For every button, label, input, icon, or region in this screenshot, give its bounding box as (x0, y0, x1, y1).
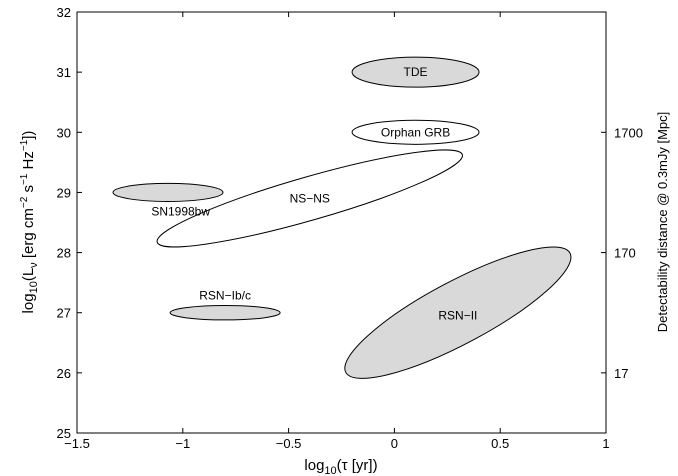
x-tick-label: 0 (391, 436, 398, 451)
region-label-ns-ns: NS−NS (290, 191, 330, 205)
region-ellipse-rsn-ib-c (169, 304, 281, 321)
x-axis-title: log10(τ [yr]) (304, 457, 377, 476)
y2-tick-label: 170 (614, 246, 636, 261)
y-tick-label: 25 (57, 426, 71, 441)
y-axis-title-exp3: −1 (19, 139, 30, 151)
region-label-sn1998bw: SN1998bw (151, 205, 210, 219)
region-rsn-ii: RSN−II (344, 246, 572, 379)
x-axis-title-rest: (τ [yr]) (337, 457, 378, 474)
region-sn1998bw: SN1998bw (112, 182, 224, 219)
regions-layer: TDE Orphan GRB NS−NS SN1998bw RSN−Ib/c RSN−II (112, 56, 572, 379)
x-tick-label: 1 (602, 436, 609, 451)
x-axis-title-log: log (304, 457, 324, 474)
y-axis-title-s: s (20, 185, 37, 197)
y-axis-title-sub: 10 (28, 281, 40, 293)
y-axis-title-log: log (20, 293, 37, 313)
region-ellipse-TDE (351, 56, 480, 88)
x-tick-label: −1 (175, 436, 190, 451)
y-axis-title-nu: ν (28, 262, 40, 268)
region-ellipse-ns-ns (156, 149, 463, 248)
y-tick-label: 28 (57, 246, 71, 261)
region-orphan-grb: Orphan GRB (351, 119, 480, 145)
region-ellipse-orphan-grb (351, 119, 480, 145)
x-tick-label: −0.5 (276, 436, 302, 451)
y2-tick-label: 1700 (614, 125, 643, 140)
y2-axis-title: Detectability distance @ 0.3mJy [Mpc] (655, 112, 670, 333)
x-tick-label: −1.5 (64, 436, 90, 451)
region-label-orphan-grb: Orphan GRB (381, 125, 450, 139)
y-tick-label: 26 (57, 366, 71, 381)
y-tick-label: 29 (57, 185, 71, 200)
y2-tick-label: 17 (614, 366, 628, 381)
y-axis-title-close: ]) (20, 131, 37, 140)
y-axis-title-exp2: −1 (19, 173, 30, 185)
y-tick-label: 30 (57, 125, 71, 140)
region-rsn-ib-c: RSN−Ib/c (169, 288, 281, 321)
region-label-rsn-ib-c: RSN−Ib/c (199, 288, 251, 302)
y-tick-label: 32 (57, 5, 71, 20)
region-label-TDE: TDE (404, 65, 428, 79)
region-ellipse-rsn-ii (344, 246, 572, 379)
region-ns-ns: NS−NS (156, 149, 463, 248)
y-axis-title-open: (L (20, 268, 37, 281)
y-axis-title: log10(Lν [erg cm−2 s−1 Hz−1]) (19, 131, 40, 314)
y-tick-label: 27 (57, 306, 71, 321)
x-tick-label: 0.5 (491, 436, 509, 451)
y-axis-title-exp1: −2 (19, 196, 30, 208)
y-axis-title-hz: Hz (20, 151, 37, 174)
plot-area (76, 11, 607, 434)
y-tick-label: 31 (57, 65, 71, 80)
region-ellipse-sn1998bw (112, 182, 224, 202)
y-axis-title-units: [erg cm (20, 208, 37, 262)
region-TDE: TDE (351, 56, 480, 88)
region-label-rsn-ii: RSN−II (438, 309, 477, 323)
ticks-layer: −1.5 −1 −0.5 0 0.5 1 25 26 27 28 29 30 31 32 1700 170 17 (57, 5, 643, 451)
x-axis-title-sub: 10 (324, 465, 336, 476)
